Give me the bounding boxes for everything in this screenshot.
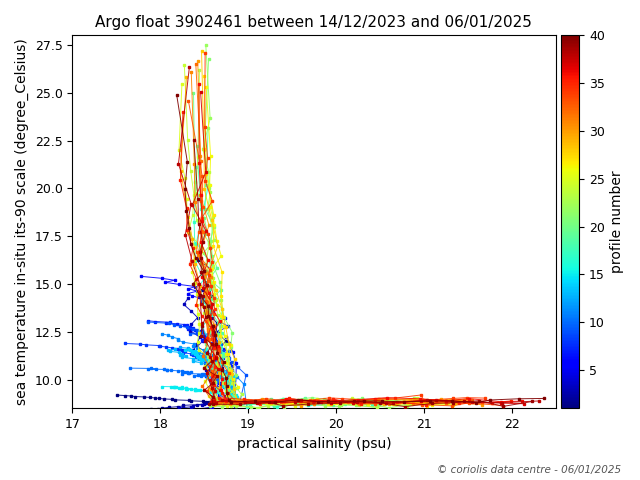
Title: Argo float 3902461 between 14/12/2023 and 06/01/2025: Argo float 3902461 between 14/12/2023 an… <box>95 15 532 30</box>
X-axis label: practical salinity (psu): practical salinity (psu) <box>237 437 391 451</box>
Text: © coriolis data centre - 06/01/2025: © coriolis data centre - 06/01/2025 <box>436 465 621 475</box>
Y-axis label: sea temperature in-situ its-90 scale (degree_Celsius): sea temperature in-situ its-90 scale (de… <box>15 38 29 405</box>
Y-axis label: profile number: profile number <box>611 170 625 273</box>
